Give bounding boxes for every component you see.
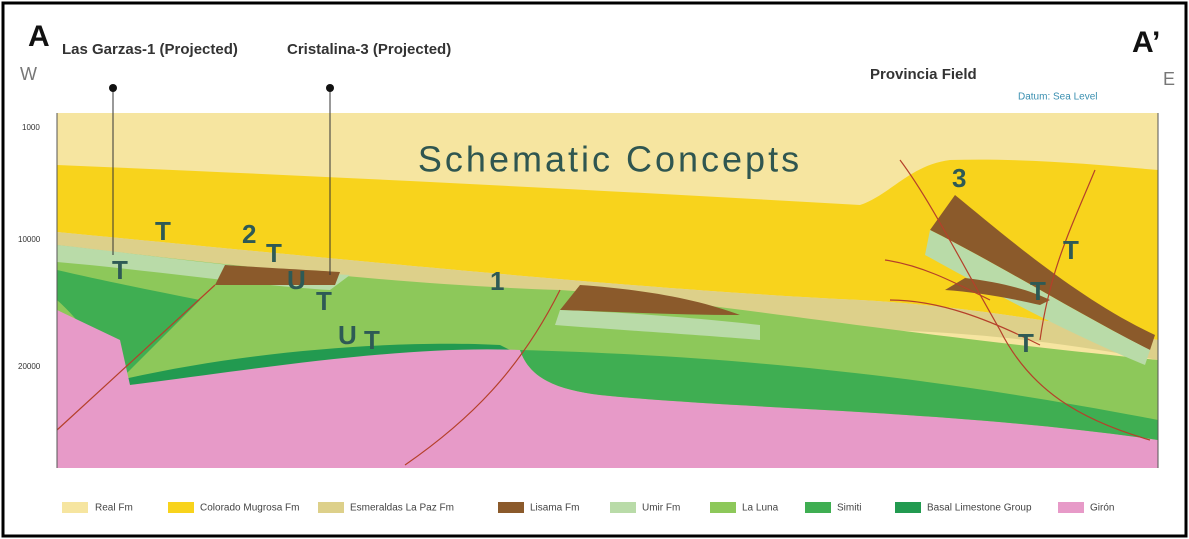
legend-swatch xyxy=(895,502,921,513)
legend-swatch xyxy=(168,502,194,513)
marker: T xyxy=(1018,328,1034,358)
marker: T xyxy=(155,216,171,246)
marker: U xyxy=(287,265,306,295)
legend-label: Real Fm xyxy=(95,503,133,514)
page: {"section": {"end_left": "A", "end_right… xyxy=(0,0,1189,539)
legend-label: Basal Limestone Group xyxy=(927,503,1032,514)
legend-label: La Luna xyxy=(742,503,779,514)
direction: E xyxy=(1163,69,1175,89)
marker: 1 xyxy=(490,266,504,296)
title: Schematic Concepts xyxy=(418,139,802,180)
marker: T xyxy=(316,286,332,316)
direction: W xyxy=(20,64,37,84)
diagram: A A’ W E Las Garzas-1 (Projected) Crista… xyxy=(0,0,1189,539)
marker: T xyxy=(112,255,128,285)
marker: T xyxy=(364,325,380,355)
end-label: A xyxy=(28,20,50,53)
marker: 3 xyxy=(952,163,966,193)
legend-label: Esmeraldas La Paz Fm xyxy=(350,503,454,514)
depth-label: 10000 xyxy=(18,235,41,244)
marker: 2 xyxy=(242,219,256,249)
legend-swatch xyxy=(498,502,524,513)
well-name: Las Garzas-1 (Projected) xyxy=(62,41,238,58)
depth-label: 1000 xyxy=(22,123,40,132)
legend-swatch xyxy=(318,502,344,513)
legend: Real Fm Colorado Mugrosa Fm Esmeraldas L… xyxy=(62,502,1114,514)
legend-label: Colorado Mugrosa Fm xyxy=(200,503,299,514)
legend-label: Simiti xyxy=(837,503,861,514)
datum: Datum: Sea Level xyxy=(1018,92,1098,103)
well-head xyxy=(109,84,117,92)
well-name: Cristalina-3 (Projected) xyxy=(287,41,451,58)
legend-label: Girón xyxy=(1090,503,1114,514)
depth-label: 20000 xyxy=(18,362,41,371)
marker: T xyxy=(1063,235,1079,265)
marker: T xyxy=(266,238,282,268)
end-label: A’ xyxy=(1132,26,1160,59)
legend-swatch xyxy=(1058,502,1084,513)
legend-swatch xyxy=(62,502,88,513)
marker: U xyxy=(338,320,357,350)
legend-swatch xyxy=(710,502,736,513)
well-head xyxy=(326,84,334,92)
legend-label: Lisama Fm xyxy=(530,503,579,514)
marker: T xyxy=(1030,276,1046,306)
legend-swatch xyxy=(805,502,831,513)
field-name: Provincia Field xyxy=(870,66,977,83)
legend-swatch xyxy=(610,502,636,513)
legend-label: Umir Fm xyxy=(642,503,680,514)
